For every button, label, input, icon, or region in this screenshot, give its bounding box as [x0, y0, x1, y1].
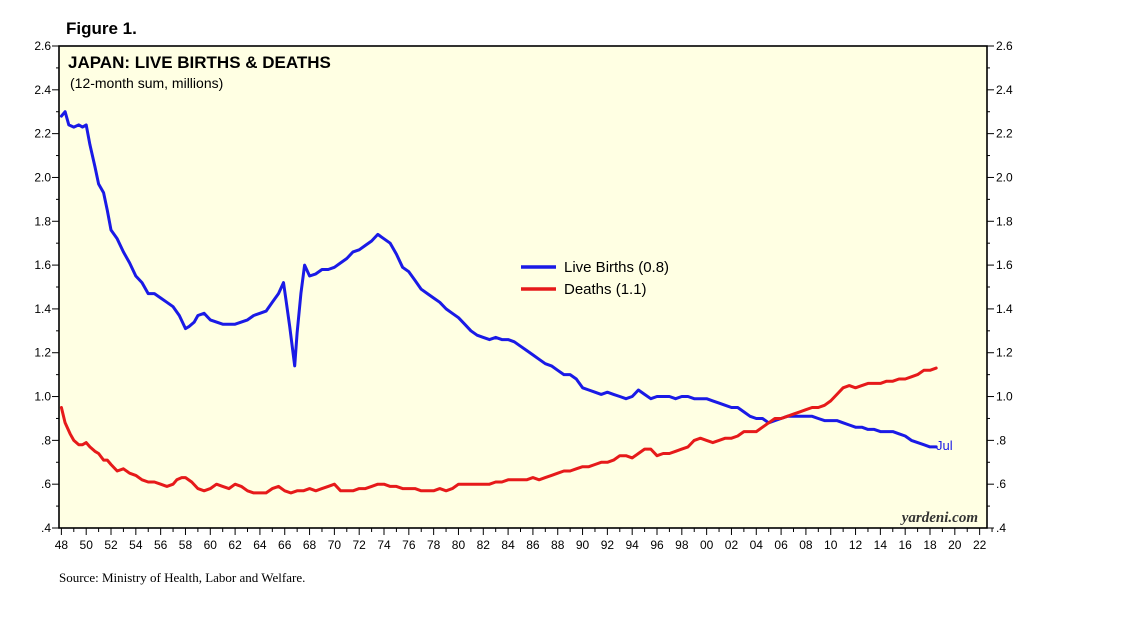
x-tick-label: 16	[899, 538, 913, 552]
y-tick-label-right: 2.0	[996, 170, 1013, 184]
x-tick-label: 20	[948, 538, 962, 552]
plot-frame	[58, 45, 988, 529]
x-tick-label: 52	[104, 538, 118, 552]
x-tick-label: 48	[55, 538, 69, 552]
y-tick-label-left: 2.6	[34, 39, 51, 53]
x-tick-label: 82	[477, 538, 491, 552]
x-tick-label: 74	[377, 538, 391, 552]
y-tick-label-right: 2.4	[996, 83, 1013, 97]
x-tick-label: 78	[427, 538, 441, 552]
y-tick-label-right: 1.4	[996, 302, 1013, 316]
y-tick-label-left: 1.2	[34, 346, 51, 360]
x-tick-label: 02	[725, 538, 739, 552]
x-tick-label: 88	[551, 538, 565, 552]
y-tick-label-right: .6	[996, 477, 1006, 491]
y-tick-label-right: .8	[996, 433, 1006, 447]
x-tick-label: 18	[923, 538, 937, 552]
y-tick-label-right: 1.2	[996, 346, 1013, 360]
x-tick-label: 22	[973, 538, 987, 552]
y-tick-label-right: 1.0	[996, 390, 1013, 404]
x-tick-label: 56	[154, 538, 168, 552]
x-tick-label: 50	[80, 538, 94, 552]
legend: Live Births (0.8) Deaths (1.1)	[521, 259, 669, 298]
x-tick-label: 72	[353, 538, 367, 552]
x-tick-label: 58	[179, 538, 193, 552]
x-tick-label: 92	[601, 538, 615, 552]
y-tick-label-left: 2.2	[34, 127, 51, 141]
y-tick-label-right: 1.8	[996, 214, 1013, 228]
x-tick-label: 14	[874, 538, 888, 552]
figure-label: Figure 1.	[66, 19, 137, 38]
x-tick-label: 90	[576, 538, 590, 552]
y-tick-label-right: 2.6	[996, 39, 1013, 53]
watermark: yardeni.com	[900, 510, 978, 526]
y-tick-label-left: 2.0	[34, 170, 51, 184]
x-tick-label: 54	[129, 538, 143, 552]
legend-label-deaths: Deaths (1.1)	[564, 281, 647, 298]
x-tick-label: 98	[675, 538, 689, 552]
y-tick-label-left: .8	[41, 433, 51, 447]
y-tick-label-left: .4	[41, 521, 51, 535]
source-note: Source: Ministry of Health, Labor and We…	[59, 570, 305, 585]
x-tick-label: 08	[799, 538, 813, 552]
chart-subtitle: (12-month sum, millions)	[70, 75, 223, 91]
chart-title: JAPAN: LIVE BIRTHS & DEATHS	[68, 53, 331, 72]
plot-area	[59, 46, 987, 528]
x-tick-label: 04	[750, 538, 764, 552]
x-tick-label: 68	[303, 538, 317, 552]
y-tick-label-left: .6	[41, 477, 51, 491]
x-tick-label: 12	[849, 538, 863, 552]
series-layer	[59, 110, 938, 495]
x-tick-label: 86	[526, 538, 540, 552]
x-tick-label: 84	[501, 538, 515, 552]
x-tick-label: 66	[278, 538, 292, 552]
y-tick-label-right: 1.6	[996, 258, 1013, 272]
y-tick-label-right: .4	[996, 521, 1006, 535]
x-tick-label: 94	[626, 538, 640, 552]
x-tick-label: 62	[228, 538, 242, 552]
y-tick-label-left: 1.8	[34, 214, 51, 228]
y-tick-label-left: 2.4	[34, 83, 51, 97]
x-tick-label: 96	[650, 538, 664, 552]
y-tick-label-left: 1.0	[34, 390, 51, 404]
x-tick-label: 00	[700, 538, 714, 552]
y-tick-label-left: 1.6	[34, 258, 51, 272]
x-tick-label: 80	[452, 538, 466, 552]
x-tick-label: 64	[253, 538, 267, 552]
x-tick-label: 60	[204, 538, 218, 552]
legend-label-births: Live Births (0.8)	[564, 259, 669, 276]
x-tick-label: 06	[774, 538, 788, 552]
x-tick-label: 70	[328, 538, 342, 552]
y-tick-label-left: 1.4	[34, 302, 51, 316]
series-end-label: Jul	[936, 438, 953, 453]
x-tick-label: 10	[824, 538, 838, 552]
x-tick-label: 76	[402, 538, 416, 552]
series-line-deaths	[59, 366, 938, 495]
y-tick-label-right: 2.2	[996, 127, 1013, 141]
